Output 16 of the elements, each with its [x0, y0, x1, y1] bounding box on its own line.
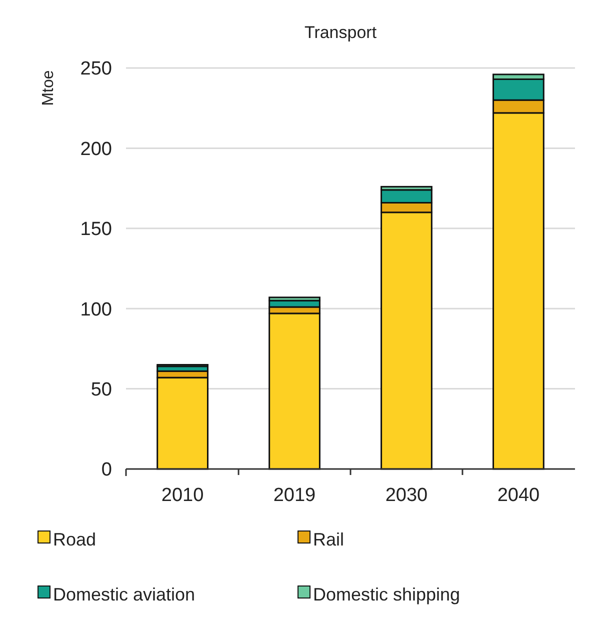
chart-title: Transport — [304, 23, 377, 42]
y-tick-label: 100 — [80, 299, 112, 320]
legend-label: Rail — [313, 529, 344, 550]
y-tick-label: 200 — [80, 138, 112, 160]
y-tick-label: 0 — [101, 460, 112, 481]
y-tick-label: 50 — [90, 379, 112, 400]
y-axis-title: Mtoe — [40, 70, 57, 106]
legend-label: Domestic shipping — [313, 584, 460, 604]
x-tick-label: 2019 — [273, 485, 316, 506]
x-tick-label: 2040 — [497, 485, 540, 506]
y-tick-label: 150 — [80, 219, 112, 240]
x-tick-label: 2030 — [385, 485, 428, 506]
legend-label: Domestic aviation — [53, 584, 196, 604]
legend-label: Road — [53, 529, 96, 550]
y-tick-label: 250 — [80, 58, 112, 80]
x-tick-label: 2010 — [161, 485, 204, 506]
